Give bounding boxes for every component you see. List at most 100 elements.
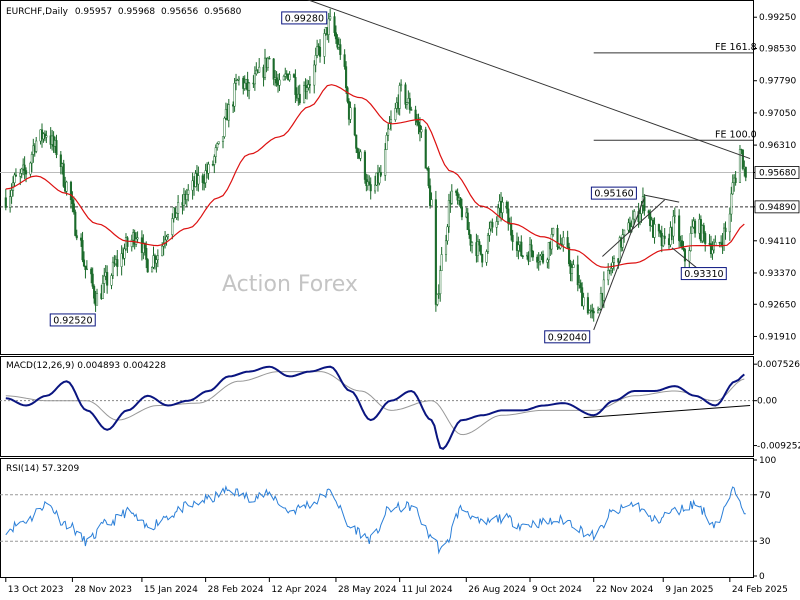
price-bar — [466, 212, 469, 231]
macd-main-line — [5, 365, 745, 450]
price-bar — [491, 222, 494, 228]
price-bar — [156, 255, 159, 260]
macd-axis-label: 0.007526 — [757, 360, 800, 370]
axes: 0.99250 0.98530 0.97790 0.97050 0.96310 0.956… — [5, 13, 800, 595]
macd-title: MACD(12,26,9) 0.004893 0.004228 — [6, 361, 166, 371]
price-bar — [460, 206, 463, 218]
price-bar — [570, 267, 574, 274]
price-bar — [488, 228, 491, 236]
price-bar — [659, 230, 662, 234]
price-bar — [221, 136, 225, 142]
price-bar — [468, 229, 471, 235]
price-bar — [153, 255, 156, 264]
price-bar — [582, 297, 585, 307]
price-bar — [203, 182, 206, 184]
price-bar — [471, 242, 474, 246]
price-bar — [85, 268, 88, 271]
price-bar — [517, 244, 520, 251]
price-bar — [165, 236, 168, 241]
price-bar — [204, 170, 207, 184]
price-bar — [424, 129, 427, 169]
price-bar — [639, 213, 642, 223]
price-bar — [446, 226, 449, 242]
swing-label: 0.93310 — [684, 269, 723, 280]
price-bar — [65, 181, 68, 192]
price-bar — [150, 267, 154, 273]
price-bar — [314, 55, 317, 66]
price-bar — [486, 235, 490, 252]
price-bar — [316, 46, 319, 56]
price-bar — [599, 293, 603, 310]
price-bar — [213, 156, 216, 165]
price-bar — [126, 237, 129, 247]
macd-series — [0, 365, 753, 450]
price-bar — [520, 241, 523, 257]
trendline — [307, 0, 751, 160]
price-bar — [339, 44, 342, 55]
price-bar — [588, 310, 591, 314]
price-bar — [485, 251, 488, 263]
swing-label: 0.99280 — [285, 13, 324, 24]
price-bar — [81, 240, 84, 261]
price-bar — [476, 241, 479, 256]
price-bar — [334, 32, 338, 40]
price-bar — [511, 234, 514, 242]
price-bar — [336, 38, 339, 48]
price-bar — [379, 172, 382, 176]
price-bar — [714, 242, 717, 246]
price-bar — [185, 194, 188, 200]
price-bar — [345, 66, 348, 89]
price-bar — [248, 82, 251, 91]
price-bar — [388, 122, 391, 130]
price-bar — [592, 311, 595, 314]
price-bar — [711, 249, 714, 255]
price-bar — [106, 272, 109, 286]
price-bar — [234, 80, 238, 84]
price-bar — [318, 46, 322, 57]
price-bar — [430, 199, 433, 206]
price-bar — [275, 77, 278, 84]
price-bar — [217, 141, 220, 144]
price-bar — [91, 273, 94, 287]
price-axis-label: 0.93370 — [759, 269, 796, 279]
swing-label: 0.95160 — [594, 189, 633, 200]
price-bar — [374, 184, 377, 192]
macd-signal-line — [5, 371, 745, 436]
price-bar — [111, 261, 115, 276]
price-bar — [317, 46, 320, 48]
price-bar — [688, 250, 691, 262]
price-bar — [171, 218, 174, 235]
price-bar — [305, 87, 309, 93]
price-bar — [394, 108, 397, 120]
price-bar — [45, 135, 48, 138]
price-bar — [507, 208, 510, 224]
price-bar — [175, 213, 178, 218]
price-bar — [672, 216, 675, 237]
price-bar — [420, 129, 423, 133]
price-axis-label: 0.91910 — [759, 332, 796, 342]
price-bar — [10, 190, 13, 197]
rsi-axis-label: 100 — [759, 456, 776, 466]
price-bar — [272, 58, 275, 80]
price-bar — [429, 185, 432, 206]
price-bar — [307, 84, 310, 88]
price-bar — [75, 235, 78, 239]
price-bar — [439, 270, 442, 294]
price-bar — [455, 190, 458, 193]
price-bar — [349, 107, 352, 120]
price-bar — [130, 239, 133, 247]
price-bar — [444, 240, 448, 255]
price-bar — [501, 201, 504, 213]
price-bar — [236, 79, 239, 81]
swing-label-box — [281, 11, 328, 25]
price-bar — [101, 283, 104, 299]
price-bar — [9, 196, 12, 208]
x-axis-label: 11 Jul 2024 — [402, 585, 453, 595]
price-bar — [623, 229, 626, 236]
price-axis-label: 0.97050 — [759, 109, 796, 119]
price-bar — [556, 228, 559, 248]
price-bar — [437, 293, 440, 295]
price-bar — [288, 74, 291, 81]
price-bar — [110, 275, 113, 286]
